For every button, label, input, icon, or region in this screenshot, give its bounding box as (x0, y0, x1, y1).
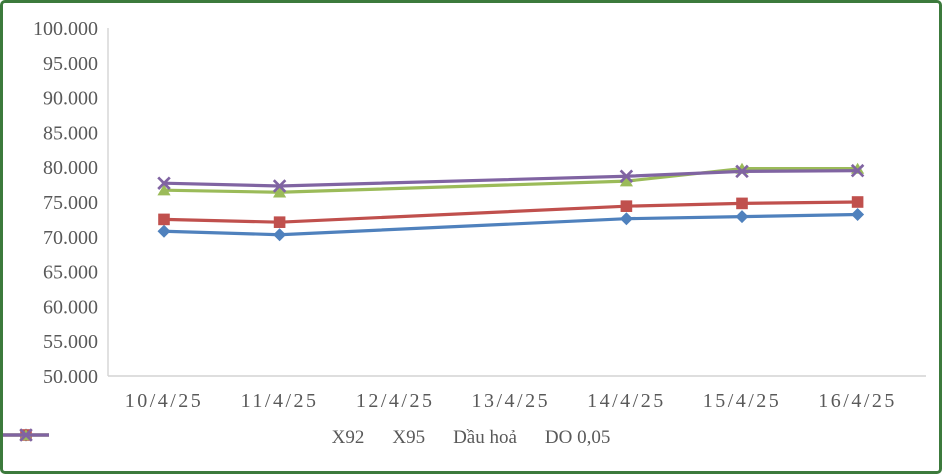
marker-diamond (851, 208, 865, 222)
y-tick-label: 50.000 (43, 366, 98, 388)
series-line (163, 200, 858, 224)
x-tick-label: 16/4/25 (818, 390, 897, 412)
series-4 (157, 163, 865, 193)
marker-x (157, 176, 171, 190)
legend-label: X95 (392, 427, 426, 448)
marker-x (619, 169, 634, 184)
y-tick-label: 55.000 (43, 331, 98, 353)
marker-diamond (273, 228, 287, 242)
chart-legend: X92 X95 Dầu hoả DO 0,05 (3, 427, 939, 449)
series-line (163, 212, 858, 237)
legend-label: X92 (331, 427, 365, 448)
marker-triangle (273, 186, 287, 198)
legend-item-1: X92 (3, 427, 365, 449)
y-tick-label: 70.000 (43, 227, 98, 249)
marker-diamond (157, 224, 171, 238)
marker-triangle (619, 175, 633, 187)
chart-svg: 50.000 55.000 60.000 65.000 70.000 75.000 80.0… (33, 18, 926, 412)
marker-x (272, 179, 287, 193)
marker-diamond (735, 210, 749, 224)
marker-square (851, 196, 864, 208)
marker-square (620, 200, 633, 212)
marker-square (736, 197, 748, 210)
marker-x (850, 163, 865, 178)
y-tick-label: 75.000 (43, 192, 98, 214)
x-tick-label: 11/4/25 (241, 390, 319, 412)
marker-square (158, 213, 170, 226)
y-tick-label: 90.000 (43, 88, 98, 110)
x-tick-label: 14/4/25 (587, 390, 666, 412)
y-tick-label: 100.000 (33, 18, 98, 40)
legend-label: DO 0,05 (544, 427, 611, 448)
marker-square (273, 216, 286, 228)
y-tick-label: 85.000 (43, 122, 98, 144)
y-tick-label: 65.000 (43, 262, 98, 284)
y-tick-label: 60.000 (43, 296, 98, 318)
y-tick-label: 95.000 (43, 53, 98, 75)
x-tick-label: 10/4/25 (125, 390, 204, 412)
legend-item-4: DO 0,05 (3, 427, 611, 449)
x-tick-label: 15/4/25 (703, 390, 782, 412)
legend-item-3: Dầu hoả (3, 427, 517, 449)
legend-label: Dầu hoả (453, 427, 517, 448)
marker-triangle (157, 184, 171, 196)
marker-x (735, 164, 749, 179)
series-2 (158, 196, 864, 228)
marker-diamond (619, 212, 633, 226)
y-tick-label: 80.000 (43, 157, 98, 179)
series-1 (157, 208, 865, 242)
legend-marker (3, 428, 49, 442)
marker-x (19, 428, 33, 442)
x-tick-label: 12/4/25 (356, 390, 435, 412)
legend-item-2: X95 (3, 427, 426, 449)
x-tick-label: 13/4/25 (471, 390, 550, 412)
